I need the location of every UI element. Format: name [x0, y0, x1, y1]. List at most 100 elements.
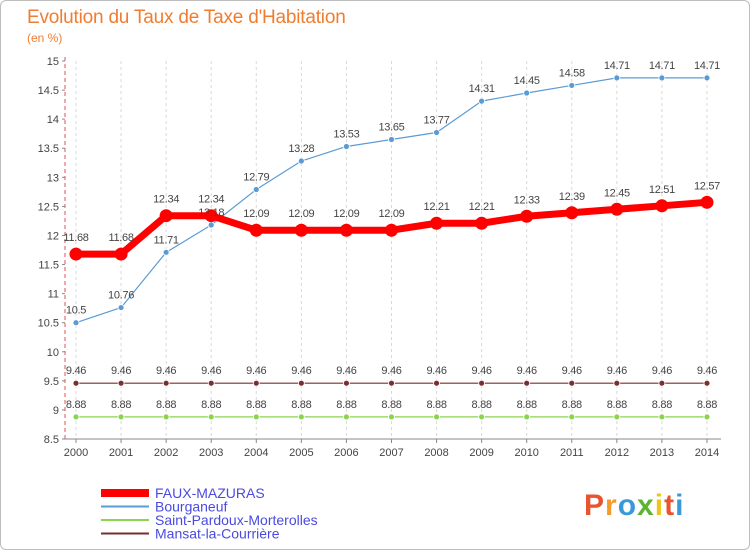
- data-label: 9.46: [336, 365, 356, 377]
- data-label: 13.65: [378, 122, 404, 134]
- data-point: [523, 379, 531, 387]
- data-label: 13.53: [333, 128, 359, 140]
- data-label: 10.5: [66, 305, 86, 317]
- data-label: 12.45: [604, 187, 630, 199]
- data-point: [658, 413, 666, 421]
- data-point: [613, 379, 621, 387]
- y-tick-label: 10.5: [38, 318, 59, 330]
- logo-letter: r: [605, 489, 618, 522]
- data-label: 14.71: [694, 60, 720, 72]
- data-label: 8.88: [652, 399, 672, 411]
- proxiti-logo: Proxiti: [584, 489, 684, 523]
- data-point: [207, 379, 215, 387]
- legend-label: FAUX-MAZURAS: [155, 485, 265, 501]
- logo-letter: i: [654, 489, 665, 522]
- data-point: [478, 379, 486, 387]
- data-point: [294, 223, 308, 237]
- data-point: [520, 209, 534, 223]
- y-tick-label: 12: [47, 230, 59, 242]
- x-tick-label: 2004: [244, 447, 268, 459]
- data-point: [703, 379, 711, 387]
- data-label: 9.46: [697, 365, 717, 377]
- data-label: 9.46: [381, 365, 401, 377]
- x-tick-label: 2011: [560, 447, 584, 459]
- data-label: 8.88: [156, 399, 176, 411]
- data-label: 12.34: [198, 194, 224, 206]
- logo-letter: t: [664, 489, 676, 522]
- x-tick-label: 2003: [199, 447, 223, 459]
- data-point: [207, 221, 215, 229]
- data-point: [568, 379, 576, 387]
- logo-letter: x: [637, 489, 655, 522]
- data-label: 10.76: [108, 290, 134, 302]
- data-point: [478, 97, 486, 105]
- data-label: 8.88: [426, 399, 446, 411]
- data-label: 12.09: [333, 208, 359, 220]
- data-label: 14.45: [514, 75, 540, 87]
- data-point: [658, 74, 666, 82]
- legend-label: Saint-Pardoux-Morterolles: [155, 512, 318, 528]
- y-tick-label: 14: [47, 114, 59, 126]
- logo-letter: P: [584, 489, 606, 522]
- data-point: [117, 379, 125, 387]
- data-label: 9.46: [426, 365, 446, 377]
- data-point: [388, 413, 395, 421]
- data-point: [117, 413, 125, 421]
- data-point: [159, 209, 173, 223]
- data-point: [69, 247, 83, 261]
- data-label: 8.88: [607, 399, 627, 411]
- x-tick-label: 2002: [154, 447, 178, 459]
- data-label: 8.88: [697, 399, 717, 411]
- data-label: 12.21: [424, 201, 450, 213]
- data-point: [703, 74, 711, 82]
- data-label: 8.88: [246, 399, 266, 411]
- data-point: [117, 304, 125, 311]
- x-tick-label: 2000: [64, 447, 88, 459]
- data-label: 9.46: [156, 365, 176, 377]
- legend-label: Mansat-la-Courrière: [155, 526, 280, 542]
- data-label: 13.77: [424, 115, 450, 127]
- data-label: 12.18: [198, 207, 224, 219]
- data-label: 9.46: [517, 365, 537, 377]
- data-label: 12.09: [243, 208, 269, 220]
- y-tick-label: 10: [47, 347, 59, 359]
- x-tick-label: 2006: [334, 447, 358, 459]
- data-label: 8.88: [66, 399, 86, 411]
- data-label: 8.88: [381, 399, 401, 411]
- data-point: [613, 74, 621, 82]
- data-label: 14.31: [469, 83, 495, 95]
- data-point: [207, 413, 215, 421]
- data-label: 12.39: [559, 191, 585, 203]
- data-label: 9.46: [652, 365, 672, 377]
- data-point: [297, 157, 305, 165]
- data-point: [204, 209, 218, 223]
- data-label: 9.46: [66, 365, 86, 377]
- data-point: [433, 379, 440, 387]
- data-point: [114, 247, 128, 261]
- data-label: 9.46: [607, 365, 627, 377]
- data-point: [343, 413, 350, 421]
- data-label: 8.88: [517, 399, 537, 411]
- data-label: 12.51: [649, 184, 675, 196]
- y-tick-label: 13: [47, 172, 59, 184]
- data-label: 8.88: [201, 399, 221, 411]
- data-label: 12.57: [694, 180, 720, 192]
- logo-letter: o: [617, 489, 638, 522]
- x-tick-label: 2009: [469, 447, 493, 459]
- data-point: [384, 223, 398, 237]
- x-tick-label: 2008: [424, 447, 448, 459]
- legend-label: Bourganeuf: [155, 499, 228, 515]
- data-point: [162, 413, 170, 421]
- data-point: [610, 202, 624, 216]
- data-label: 9.46: [562, 365, 582, 377]
- data-point: [523, 413, 531, 421]
- x-tick-label: 2012: [605, 447, 629, 459]
- data-label: 12.33: [514, 194, 540, 206]
- data-point: [658, 379, 666, 387]
- data-point: [162, 379, 170, 387]
- y-tick-label: 12.5: [38, 201, 59, 213]
- data-point: [339, 223, 353, 237]
- data-label: 11.68: [108, 232, 133, 244]
